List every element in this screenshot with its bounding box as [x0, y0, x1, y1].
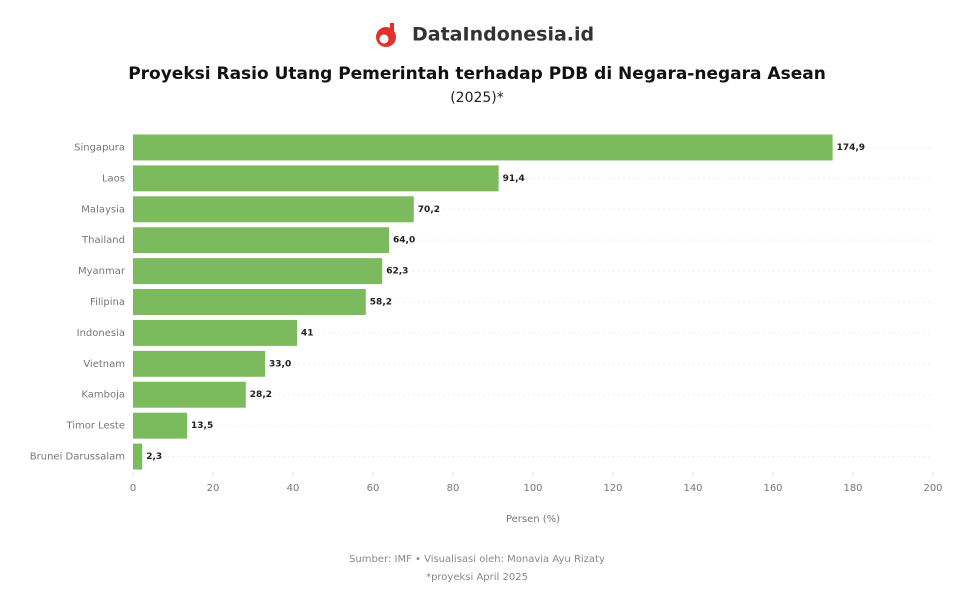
y-tick-label: Myanmar: [78, 266, 126, 277]
value-label: 41: [301, 328, 314, 338]
bar: [133, 196, 414, 223]
source: Sumber: IMF • Visualisasi oleh: Monavia …: [349, 554, 605, 565]
x-axis-title: Persen (%): [506, 514, 560, 525]
value-label: 70,2: [418, 205, 440, 215]
brand: DataIndonesia.id: [412, 24, 594, 46]
bar: [133, 350, 265, 377]
chart-title: Proyeksi Rasio Utang Pemerintah terhadap…: [128, 64, 826, 84]
bar: [133, 165, 499, 192]
value-label: 28,2: [250, 390, 272, 400]
bar: [133, 134, 833, 161]
x-tick-label: 140: [683, 483, 702, 494]
value-label: 174,9: [837, 143, 865, 153]
y-tick-label: Filipina: [90, 297, 125, 308]
x-tick-label: 60: [367, 483, 380, 494]
x-tick-label: 180: [843, 483, 862, 494]
y-tick-label: Malaysia: [81, 204, 125, 215]
x-tick-label: 160: [763, 483, 782, 494]
x-tick-label: 0: [130, 483, 136, 494]
x-tick-label: 40: [287, 483, 300, 494]
x-tick-label: 100: [523, 483, 542, 494]
bar: [133, 412, 187, 439]
y-tick-label: Brunei Darussalam: [30, 452, 125, 463]
y-tick-label: Thailand: [81, 235, 125, 246]
value-label: 2,3: [146, 452, 162, 462]
value-label: 64,0: [393, 236, 415, 246]
bar: [133, 319, 297, 346]
x-tick-label: 200: [923, 483, 942, 494]
x-tick-label: 80: [447, 483, 460, 494]
y-tick-label: Vietnam: [83, 359, 125, 370]
bar: [133, 381, 246, 408]
value-label: 33,0: [269, 359, 291, 369]
value-label: 13,5: [191, 421, 213, 431]
value-label: 62,3: [386, 267, 408, 277]
bar: [133, 227, 389, 254]
y-tick-label: Indonesia: [77, 328, 125, 339]
note: *proyeksi April 2025: [426, 572, 528, 583]
y-tick-label: Laos: [102, 173, 125, 184]
y-tick-label: Timor Leste: [65, 421, 125, 432]
value-label: 58,2: [370, 298, 392, 308]
x-tick-label: 20: [207, 483, 220, 494]
bar: [133, 443, 143, 470]
y-tick-label: Kamboja: [81, 390, 125, 401]
value-label: 91,4: [503, 174, 525, 184]
bar: [133, 289, 366, 315]
bar: [133, 258, 383, 285]
y-tick-label: Singapura: [74, 142, 125, 153]
chart-subtitle: (2025)*: [450, 90, 504, 106]
logo: [376, 23, 396, 47]
x-tick-label: 120: [603, 483, 622, 494]
